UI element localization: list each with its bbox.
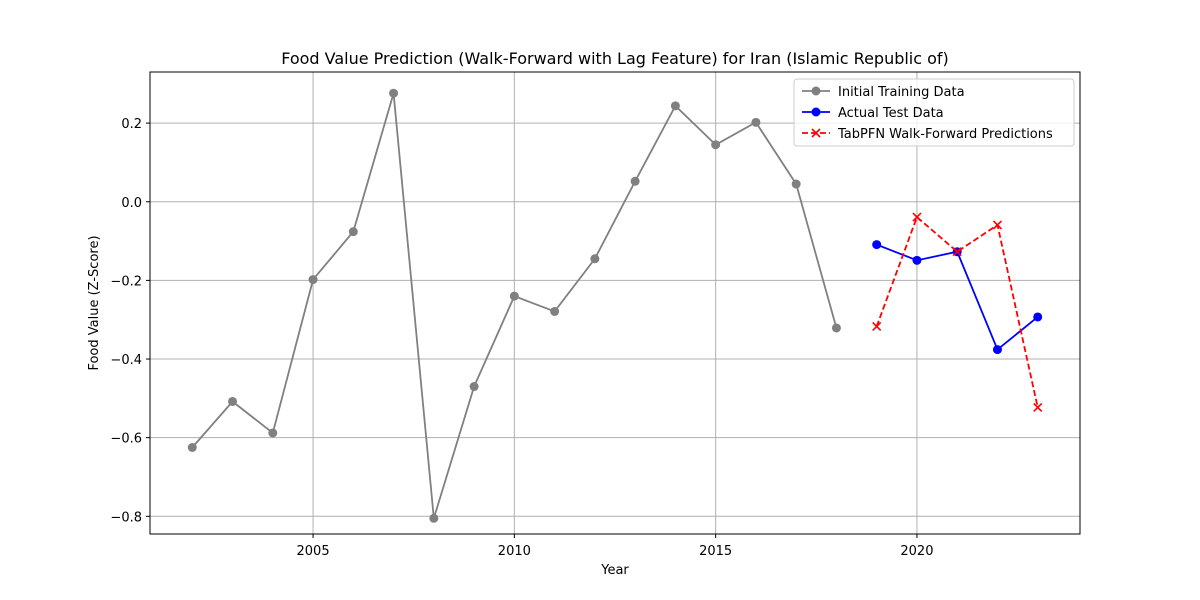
plot-frame [149,71,1081,535]
data-point [912,212,922,222]
data-point [872,240,882,250]
data-point [912,255,922,265]
data-point [872,321,882,331]
data-point [469,382,479,392]
data-point [670,101,680,111]
data-point [1033,312,1043,322]
legend-marker [811,107,821,117]
series-line [875,215,1039,408]
legend-marker [811,86,821,96]
x-axis-ticks: 2005 2010 2015 2020 [297,534,933,559]
data-point [348,227,358,237]
legend-label: Actual Test Data [838,106,944,121]
y-tick-label: 0.0 [121,196,142,211]
x-tick-label: 2020 [900,544,933,559]
legend-item: Initial Training Data [802,85,965,100]
legend-label: TabPFN Walk-Forward Predictions [837,127,1053,142]
y-axis-ticks: 0.2 0.0 −0.2 −0.4 −0.6 −0.8 [110,117,150,525]
legend: Initial Training Data Actual Test Data Tab… [793,78,1075,147]
chart-title: Food Value Prediction (Walk-Forward with… [281,49,949,68]
series-initial-training-data [187,88,841,523]
data-point [429,513,439,523]
data-point [1033,402,1043,412]
data-point [509,291,519,301]
legend-label: Initial Training Data [838,85,965,100]
x-axis-title: Year [600,563,629,578]
data-point [751,117,761,127]
data-point [992,345,1002,355]
x-tick-label: 2015 [699,544,732,559]
legend-box [793,78,1075,147]
y-tick-label: 0.2 [121,117,142,132]
y-tick-label: −0.2 [110,274,142,289]
data-point [630,176,640,186]
data-point [308,275,318,285]
legend-marker [811,128,821,138]
data-point [228,396,238,406]
data-point [831,323,841,333]
data-point [711,140,721,150]
data-point [268,428,278,438]
x-tick-label: 2010 [498,544,531,559]
legend-item: Actual Test Data [802,106,944,121]
y-tick-label: −0.6 [110,432,142,447]
data-point [791,179,801,189]
data-point [590,254,600,264]
y-axis-title: Food Value (Z-Score) [87,235,102,370]
legend-item: TabPFN Walk-Forward Predictions [802,127,1053,142]
data-point [952,247,962,257]
x-tick-label: 2005 [297,544,330,559]
data-point [992,220,1003,230]
y-tick-label: −0.4 [110,353,142,368]
series-tabpfn-walk-forward-predictions [872,212,1043,412]
series-actual-test-data [872,240,1043,355]
y-tick-label: −0.8 [110,510,142,525]
data-point [187,442,197,452]
data-point [389,88,399,98]
data-point [550,306,560,316]
plot-series [187,88,1043,523]
